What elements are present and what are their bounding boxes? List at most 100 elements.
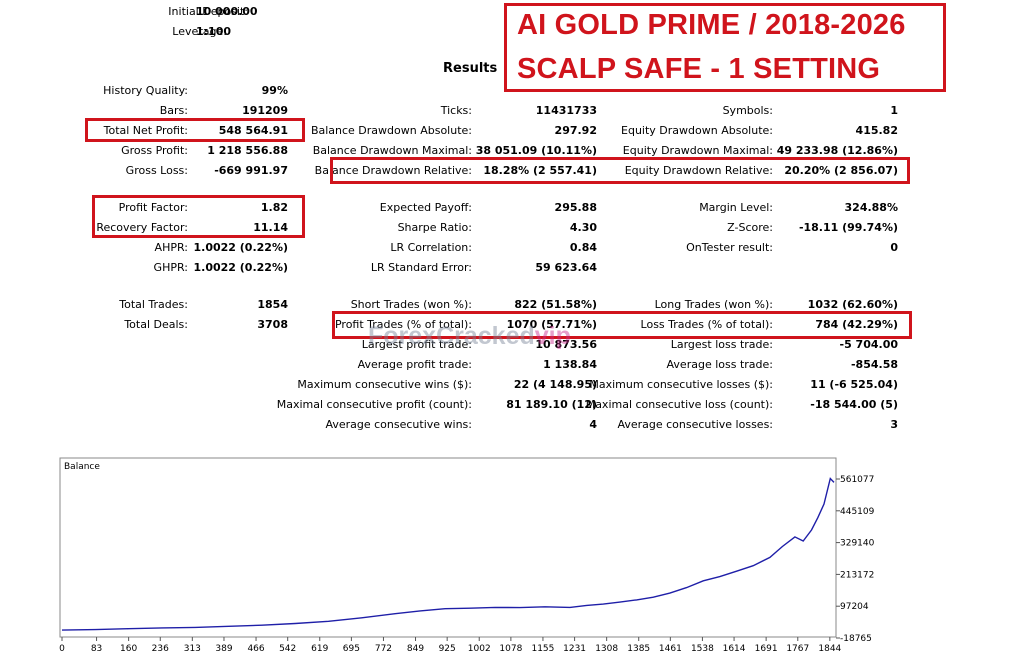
col3-label: Average consecutive losses: (617, 418, 773, 431)
col1-label: Gross Loss: (125, 164, 188, 177)
initial-deposit-label: Initial Deposit: (168, 5, 248, 18)
balance-line (61, 477, 835, 631)
col3-label: Average loss trade: (666, 358, 773, 371)
col2-label: LR Correlation: (390, 241, 472, 254)
col3-value: -18.11 (99.74%) (798, 221, 898, 234)
col2-value: 11431733 (535, 104, 597, 117)
x-tick-label: 1078 (499, 644, 522, 654)
x-tick-label: 83 (91, 644, 102, 654)
col2-label: Largest profit trade: (361, 338, 472, 351)
col1-value: -669 991.97 (214, 164, 288, 177)
col3-label: Symbols: (722, 104, 773, 117)
col3-value: 784 (42.29%) (815, 318, 898, 331)
y-tick-label: -18765 (840, 634, 872, 644)
col3-value: 1032 (62.60%) (807, 298, 898, 311)
col2-value: 297.92 (554, 124, 597, 137)
leverage-value: 1:100 (196, 25, 232, 38)
col1-value: 3708 (257, 318, 288, 331)
col3-value: 415.82 (855, 124, 898, 137)
x-tick-label: 1308 (595, 644, 618, 654)
col2-label: Balance Drawdown Relative: (314, 164, 472, 177)
col1-label: Total Net Profit: (103, 124, 188, 137)
col3-value: 20.20% (2 856.07) (784, 164, 898, 177)
col2-value: 0.84 (569, 241, 597, 254)
highlight-profit-recovery-factor (92, 195, 305, 238)
col2-label: Expected Payoff: (379, 201, 472, 214)
col2-value: 4 (589, 418, 597, 431)
initial-deposit-value: 10 000.00 (196, 5, 258, 18)
col2-value: 38 051.09 (10.11%) (475, 144, 597, 157)
banner-line-2: SCALP SAFE - 1 SETTING (517, 53, 881, 85)
x-tick-label: 772 (375, 644, 392, 654)
chart-frame (59, 457, 837, 638)
col1-value: 11.14 (253, 221, 288, 234)
col2-label: Average consecutive wins: (325, 418, 472, 431)
col2-label: Profit Trades (% of total): (334, 318, 472, 331)
col3-label: Equity Drawdown Relative: (624, 164, 773, 177)
results-heading: Results (443, 61, 498, 76)
col2-value: 10 873.56 (535, 338, 597, 351)
col1-value: 191209 (242, 104, 288, 117)
x-tick-label: 466 (247, 644, 264, 654)
col3-label: Maximal consecutive loss (count): (585, 398, 773, 411)
col2-value: 59 623.64 (535, 261, 597, 274)
col3-value: 49 233.98 (12.86%) (776, 144, 898, 157)
col1-value: 99% (261, 84, 288, 97)
col3-value: 3 (890, 418, 898, 431)
col1-value: 1.82 (260, 201, 288, 214)
x-tick-label: 1844 (818, 644, 841, 654)
col2-label: Balance Drawdown Absolute: (310, 124, 472, 137)
col3-label: Equity Drawdown Absolute: (621, 124, 773, 137)
col1-value: 1.0022 (0.22%) (193, 261, 289, 274)
col1-label: Bars: (159, 104, 188, 117)
col1-label: Total Deals: (124, 318, 188, 331)
leverage-label: Leverage: (172, 25, 227, 38)
col3-value: -18 544.00 (5) (810, 398, 898, 411)
chart-title: Balance (64, 462, 100, 472)
col3-label: Largest loss trade: (670, 338, 773, 351)
col2-value: 295.88 (554, 201, 597, 214)
x-tick-label: 849 (407, 644, 424, 654)
y-tick-label: 97204 (840, 602, 869, 612)
col2-label: LR Standard Error: (370, 261, 472, 274)
col1-value: 1 218 556.88 (207, 144, 288, 157)
col2-label: Average profit trade: (357, 358, 472, 371)
col2-value: 81 189.10 (12) (506, 398, 597, 411)
col2-label: Maximal consecutive profit (count): (276, 398, 472, 411)
col3-value: 324.88% (844, 201, 898, 214)
x-tick-label: 925 (439, 644, 456, 654)
y-tick-label: 445109 (840, 507, 875, 517)
title-banner: AI GOLD PRIME / 2018-2026 SCALP SAFE - 1… (504, 3, 946, 92)
x-tick-label: 695 (343, 644, 360, 654)
col2-label: Ticks: (440, 104, 472, 117)
col2-value: 18.28% (2 557.41) (483, 164, 597, 177)
highlight-total-net-profit (85, 118, 305, 142)
col2-value: 1070 (57.71%) (506, 318, 597, 331)
balance-chart-svg: Balance 561077 445109 329140 213172 97204 -187… (59, 457, 875, 654)
watermark-suffix: vip (534, 322, 571, 350)
x-tick-label: 1155 (531, 644, 554, 654)
col3-value: 1 (890, 104, 898, 117)
col1-label: Recovery Factor: (96, 221, 188, 234)
x-tick-label: 1538 (691, 644, 714, 654)
col3-value: -854.58 (850, 358, 898, 371)
col2-value: 4.30 (569, 221, 597, 234)
banner-line-1: AI GOLD PRIME / 2018-2026 (517, 9, 906, 41)
highlight-profit-loss-trades (332, 311, 912, 339)
col3-label: Long Trades (won %): (654, 298, 773, 311)
col3-label: Maximum consecutive losses ($): (589, 378, 773, 391)
col2-value: 822 (51.58%) (514, 298, 597, 311)
x-tick-label: 1002 (468, 644, 491, 654)
watermark: ForexCrackedvip (368, 322, 571, 351)
col1-label: Profit Factor: (118, 201, 188, 214)
y-tick-label: 213172 (840, 570, 874, 580)
x-tick-label: 619 (311, 644, 328, 654)
y-tick-label: 329140 (840, 539, 875, 549)
x-tick-label: 1767 (786, 644, 809, 654)
x-tick-label: 236 (152, 644, 169, 654)
x-tick-label: 1385 (627, 644, 650, 654)
x-tick-label: 1691 (755, 644, 778, 654)
x-tick-label: 389 (215, 644, 232, 654)
col3-label: OnTester result: (686, 241, 773, 254)
col1-value: 1.0022 (0.22%) (193, 241, 289, 254)
